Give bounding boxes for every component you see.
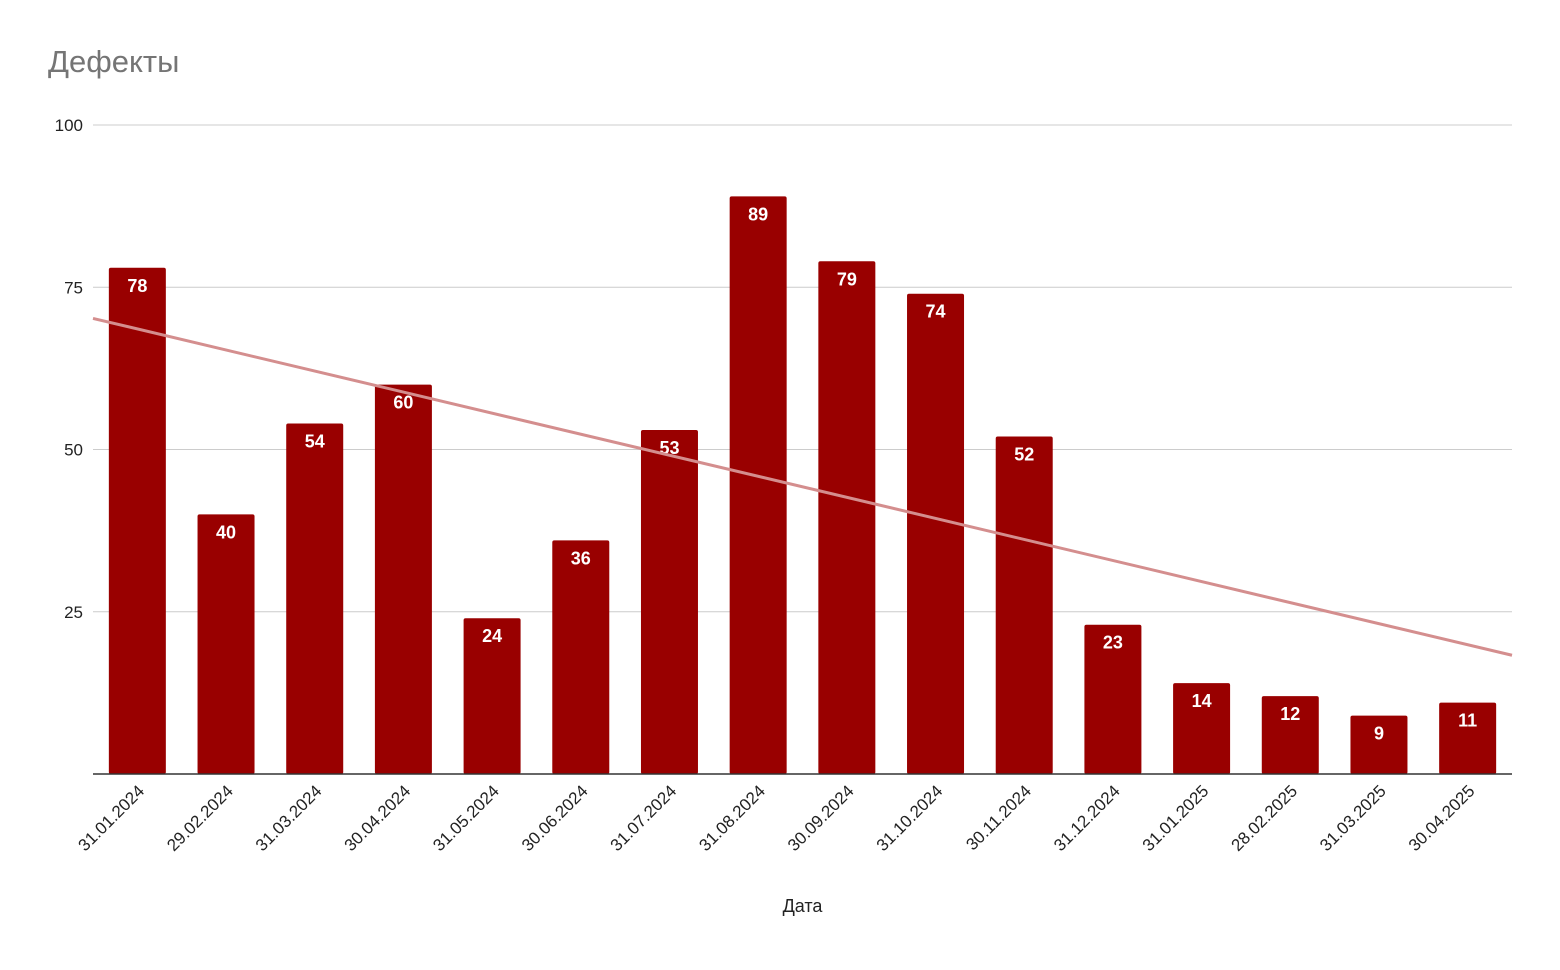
bar [640, 430, 698, 774]
data-label: 79 [837, 269, 857, 289]
data-label: 11 [1458, 711, 1477, 731]
y-tick-label: 50 [64, 441, 83, 460]
x-tick-label: 31.03.2025 [1316, 781, 1390, 855]
data-label: 24 [482, 626, 502, 646]
x-tick-label: 31.12.2024 [1050, 781, 1124, 855]
chart-title: Дефекты [48, 44, 180, 79]
data-label: 89 [748, 204, 768, 224]
bar [1439, 702, 1497, 774]
bar [463, 618, 521, 774]
bar [1173, 683, 1231, 774]
data-label: 78 [127, 276, 147, 296]
bar [818, 261, 876, 774]
bar [286, 423, 344, 774]
data-label: 74 [926, 302, 946, 322]
bar [1261, 696, 1319, 774]
data-label: 40 [216, 522, 236, 542]
x-tick-label: 30.11.2024 [962, 781, 1035, 854]
y-tick-label: 75 [64, 278, 83, 297]
bar [995, 436, 1053, 774]
x-tick-label: 30.09.2024 [784, 781, 858, 855]
bar [197, 514, 255, 774]
x-tick-label: 31.08.2024 [695, 781, 769, 855]
x-tick-label: 31.10.2024 [873, 781, 947, 855]
x-tick-label: 30.06.2024 [518, 781, 592, 855]
data-label: 9 [1374, 724, 1384, 744]
data-label: 23 [1103, 633, 1123, 653]
bar [552, 540, 610, 774]
data-label: 12 [1280, 704, 1300, 724]
x-tick-label: 31.07.2024 [607, 781, 681, 855]
x-tick-label: 31.05.2024 [429, 781, 503, 855]
x-axis-label: Дата [783, 896, 824, 916]
bar [907, 293, 965, 774]
x-tick-label: 29.02.2024 [163, 781, 237, 855]
bar [1350, 715, 1408, 774]
data-label: 52 [1014, 445, 1034, 465]
x-tick-label: 31.01.2024 [75, 781, 149, 855]
x-tick-label: 31.03.2024 [252, 781, 326, 855]
data-label: 60 [393, 393, 413, 413]
data-label: 54 [305, 432, 325, 452]
y-tick-label: 25 [64, 603, 83, 622]
x-tick-label: 28.02.2025 [1228, 781, 1302, 855]
bar [374, 384, 432, 774]
trendline [92, 316, 1513, 657]
data-label: 36 [571, 548, 591, 568]
x-tick-label: 30.04.2024 [341, 781, 415, 855]
data-label: 14 [1192, 691, 1212, 711]
x-tick-label: 30.04.2025 [1405, 781, 1479, 855]
y-tick-label: 100 [55, 116, 83, 135]
bar [1084, 624, 1142, 774]
bar [729, 196, 787, 774]
x-tick-label: 31.01.2025 [1139, 781, 1213, 855]
bar [108, 267, 166, 774]
